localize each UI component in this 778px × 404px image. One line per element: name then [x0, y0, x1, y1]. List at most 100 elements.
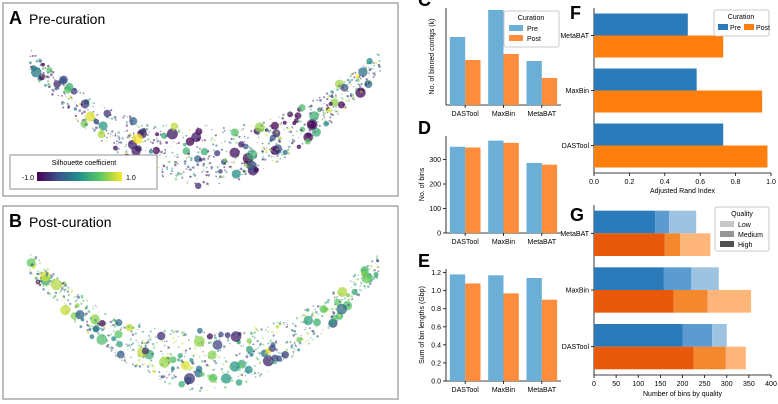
scatter-point: [254, 155, 258, 159]
scatter-point: [168, 382, 171, 385]
scatter-point: [110, 121, 112, 123]
scatter-point: [166, 340, 168, 343]
scatter-point: [270, 155, 273, 158]
scatter-point: [118, 139, 121, 141]
scatter-point: [192, 353, 195, 357]
scatter-point: [197, 151, 200, 154]
scatter-point: [253, 372, 256, 375]
scatter-point: [258, 346, 260, 348]
scatter-point: [271, 152, 274, 155]
scatter-point: [110, 133, 112, 135]
bar-pre-low-metabat: [669, 210, 697, 234]
scatter-point: [124, 130, 126, 132]
scatter-point: [177, 162, 179, 165]
scatter-point: [64, 284, 67, 287]
scatter-point: [349, 75, 352, 78]
scatter-point: [38, 58, 41, 61]
scatter-point: [269, 340, 272, 343]
scatter-point: [296, 120, 299, 123]
scatter-point: [150, 352, 154, 356]
scatter-point: [253, 167, 259, 173]
scatter-point: [353, 99, 355, 101]
scatter-point: [183, 160, 187, 163]
scatter-point: [92, 331, 94, 332]
scatter-point: [137, 358, 141, 362]
scatter-point: [169, 356, 177, 364]
scatter-point: [246, 345, 254, 354]
scatter-point: [130, 148, 132, 150]
scatter-point: [116, 339, 119, 342]
scatter-point: [334, 294, 336, 296]
scatter-point: [265, 133, 268, 137]
legend-label-medium: Medium: [738, 232, 763, 239]
x-tick-label: MaxBin: [492, 111, 515, 118]
scatter-point: [253, 336, 256, 339]
scatter-point: [129, 117, 132, 120]
scatter-point: [171, 376, 174, 380]
scatter-point: [262, 343, 265, 346]
scatter-point: [43, 72, 45, 74]
scatter-point: [49, 273, 52, 276]
scatter-point: [301, 313, 305, 317]
scatter-point: [31, 273, 34, 275]
scatter-point: [159, 130, 162, 132]
scatter-point: [360, 82, 363, 86]
scatter-point: [321, 315, 324, 318]
y-tick-label: 0: [437, 231, 441, 238]
scatter-point: [243, 164, 245, 166]
scatter-point: [144, 140, 146, 142]
scatter-point: [63, 102, 66, 104]
scatter-point: [212, 369, 215, 371]
scatter-point: [180, 360, 191, 371]
scatter-point: [129, 346, 132, 349]
scatter-point: [114, 118, 117, 121]
scatter-point: [43, 83, 47, 87]
scatter-point: [364, 83, 368, 86]
scatter-point: [132, 132, 135, 134]
scatter-point: [103, 109, 111, 118]
scatter-point: [206, 170, 209, 174]
scatter-point: [208, 184, 210, 186]
legend-label-pre: Pre: [527, 26, 538, 33]
scatter-point: [221, 371, 224, 374]
scatter-point: [96, 307, 98, 309]
scatter-point: [328, 101, 333, 106]
scatter-point: [161, 170, 164, 174]
scatter-point: [187, 180, 189, 182]
x-tick-label: DASTool: [452, 239, 480, 246]
scatter-point: [308, 342, 310, 345]
scatter-point: [162, 175, 164, 178]
bar-pre-metabat: [526, 162, 542, 233]
bar-post-maxbin: [503, 54, 519, 105]
scatter-point: [320, 333, 321, 335]
scatter-point: [161, 174, 163, 176]
scatter-point: [151, 342, 155, 346]
scatter-point: [351, 78, 354, 81]
scatter-point: [334, 307, 337, 311]
scatter-point: [375, 262, 377, 264]
scatter-point: [267, 154, 271, 157]
legend-title: Curation: [728, 14, 755, 21]
scatter-point: [80, 294, 84, 298]
scatter-point: [249, 352, 254, 357]
scatter-point: [249, 146, 252, 150]
scatter-point: [184, 352, 186, 354]
scatter-point: [365, 66, 367, 68]
scatter-point: [268, 356, 270, 359]
scatter-point: [203, 331, 205, 334]
bar-post-metabat: [541, 164, 558, 233]
scatter-point: [144, 344, 147, 348]
scatter-point: [115, 354, 118, 357]
bar-pre-maxbin: [488, 10, 504, 105]
scatter-point: [348, 80, 352, 84]
scatter-point: [93, 128, 96, 132]
scatter-point: [207, 155, 210, 158]
scatter-point: [160, 132, 168, 139]
scatter-point: [97, 332, 99, 334]
scatter-point: [106, 345, 109, 348]
scatter-point: [200, 386, 203, 390]
scatter-point: [125, 361, 128, 364]
scatter-point: [352, 281, 355, 284]
legend-label-post: Post: [756, 25, 770, 32]
scatter-point: [59, 76, 61, 78]
